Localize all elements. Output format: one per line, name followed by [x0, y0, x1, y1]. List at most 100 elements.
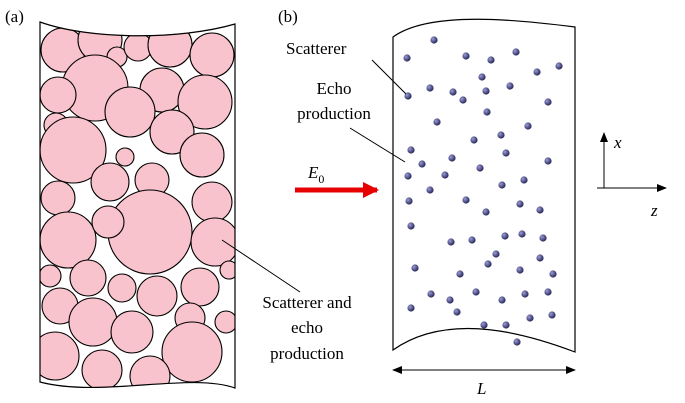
panel-label: (b) — [278, 7, 298, 26]
label: Echo — [317, 79, 352, 98]
scatterer-dot — [483, 108, 490, 115]
scatterer-circle — [92, 206, 124, 238]
scatterer-dot — [548, 311, 555, 318]
scatterer-circle — [111, 311, 153, 353]
symbol: E — [307, 163, 319, 182]
scatterer-dot — [536, 206, 543, 213]
scatterer-circle — [108, 274, 136, 302]
scatterer-dot — [516, 200, 523, 207]
scatterer-dot — [470, 136, 477, 143]
scatterer-circle — [190, 33, 234, 77]
scatterer-dot — [418, 160, 425, 167]
label: echo — [291, 318, 323, 337]
scatterer-dot — [512, 48, 519, 55]
scatterer-dot — [447, 238, 454, 245]
scatterer-dot — [536, 254, 543, 261]
scatterer-dot — [513, 338, 520, 345]
scatterer-dot — [446, 296, 453, 303]
field-label: E0 — [307, 163, 324, 186]
panel-label: (a) — [5, 7, 24, 26]
scatterer-dot — [520, 176, 527, 183]
scatterer-dot — [516, 266, 523, 273]
scatterer-circle — [105, 87, 155, 137]
label: Scatterer and — [262, 293, 352, 312]
scatterer-circle — [130, 356, 170, 396]
scatterer-dot — [539, 234, 546, 241]
scatterer-circle — [39, 265, 61, 287]
scatterer-dot — [502, 149, 509, 156]
scatterer-dot — [462, 52, 469, 59]
scatterer-dot — [472, 288, 479, 295]
scatterer-dot — [524, 122, 531, 129]
axis-label: x — [613, 133, 622, 152]
panel-b-outline — [393, 19, 575, 352]
scatterer-dot — [407, 304, 414, 311]
scatterer-dot — [411, 264, 418, 271]
scatterer-circle — [180, 133, 224, 177]
scatterer-dot — [502, 321, 509, 328]
scatterer-dot — [468, 236, 475, 243]
scatterer-dot — [426, 84, 433, 91]
scatterer-dot — [506, 82, 513, 89]
scatterer-circle — [148, 23, 192, 67]
scatterer-dot — [533, 68, 540, 75]
length-label: L — [476, 379, 486, 398]
scatterer-dot — [549, 270, 556, 277]
scatterer-dot — [403, 54, 410, 61]
scatterer-dot — [449, 88, 456, 95]
scatterer-dot — [487, 56, 494, 63]
scatterer-circles — [31, 18, 239, 396]
scatterer-circle — [69, 298, 117, 346]
label: production — [270, 344, 344, 363]
scatterer-dot — [518, 230, 525, 237]
scatterer-circle — [192, 182, 232, 222]
scatterer-dot — [407, 222, 414, 229]
scatterer-dot — [427, 290, 434, 297]
scatterer-dot — [453, 308, 460, 315]
scatterer-circle — [137, 276, 177, 316]
scatterer-circle — [116, 148, 134, 166]
scatterer-dot — [476, 164, 483, 171]
scatterer-dot — [478, 73, 485, 80]
scatterer-dot — [544, 288, 551, 295]
scatterer-dot — [484, 260, 491, 267]
scatterer-dot — [544, 98, 551, 105]
label: Scatterer — [286, 39, 347, 58]
scatterer-circle — [31, 332, 79, 380]
scatterer-circle — [191, 218, 239, 266]
scatterer-dot — [441, 171, 448, 178]
label: production — [297, 104, 371, 123]
scatterer-circle — [40, 77, 76, 113]
scatterer-dot — [521, 290, 528, 297]
scatterer-dot — [492, 250, 499, 257]
scatterer-dot — [462, 196, 469, 203]
scatterer-dot — [405, 197, 412, 204]
scatterer-dot — [526, 314, 533, 321]
scatterer-circle — [181, 268, 219, 306]
scatterer-dot — [498, 296, 505, 303]
scatterer-dot — [459, 96, 466, 103]
scatterer-dot — [482, 208, 489, 215]
scatterer-dot — [544, 157, 551, 164]
scatterer-circle — [70, 260, 106, 296]
scatterer-circle — [41, 181, 75, 215]
scatterer-dot — [498, 181, 505, 188]
scatterer-circle — [162, 322, 222, 382]
scatterer-dot — [430, 36, 437, 43]
scatterer-circle — [82, 350, 122, 390]
axis-label: z — [650, 201, 658, 220]
scatterer-dot — [555, 62, 562, 69]
figure: (a) (b) Scatterer Echo production Scatte… — [0, 0, 685, 403]
scatterer-dot — [456, 270, 463, 277]
scatterer-dot — [404, 172, 411, 179]
scatterer-dot — [448, 154, 455, 161]
subscript: 0 — [318, 172, 324, 186]
scatterer-circle — [215, 311, 237, 333]
scatterer-dot — [497, 131, 504, 138]
scatterer-dot — [426, 186, 433, 193]
scatterer-dot — [407, 146, 414, 153]
scatterer-dot — [501, 232, 508, 239]
scatterer-dot — [480, 321, 487, 328]
scatterer-circle — [91, 163, 129, 201]
scatterer-dot — [433, 118, 440, 125]
